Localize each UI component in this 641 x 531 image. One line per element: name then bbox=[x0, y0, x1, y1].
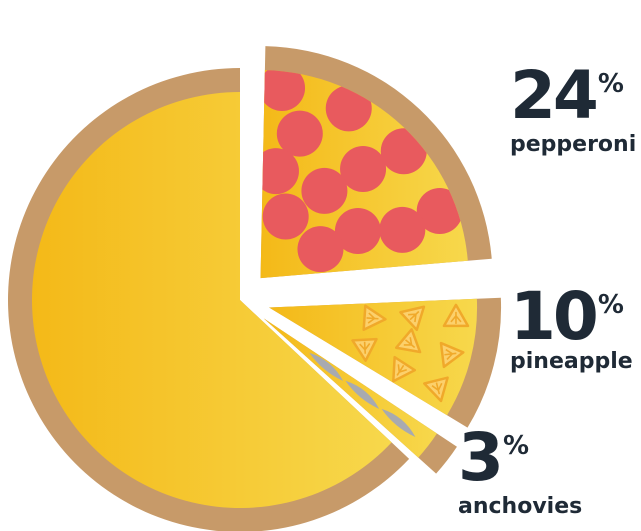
value-pineapple: 10 bbox=[510, 278, 599, 355]
pineapple-mark bbox=[362, 304, 387, 331]
pineapple-mark bbox=[423, 376, 449, 403]
value-anchovies: 3 bbox=[458, 419, 504, 496]
pepperoni-mark bbox=[334, 208, 381, 255]
pineapple-mark bbox=[351, 337, 378, 362]
pepperoni-mark bbox=[297, 226, 344, 273]
pineapple-mark bbox=[399, 305, 426, 332]
value-pepperoni: 24 bbox=[510, 57, 599, 134]
pepperoni-mark bbox=[325, 85, 372, 132]
pepperoni-mark bbox=[340, 145, 387, 192]
pepperoni-mark bbox=[301, 167, 348, 214]
pepperoni-mark bbox=[262, 193, 309, 240]
slice-anchovies bbox=[263, 318, 457, 474]
pineapple-mark bbox=[439, 341, 465, 369]
slice-pineapple bbox=[269, 297, 502, 428]
cheese bbox=[263, 318, 437, 458]
stat-anchovies: 3% anchovies bbox=[458, 425, 582, 519]
cheese bbox=[269, 298, 478, 416]
stat-pineapple: 10% pineapple bbox=[510, 284, 633, 374]
pepperoni-mark bbox=[276, 110, 323, 157]
anchovy-mark bbox=[309, 352, 344, 381]
label-anchovies: anchovies bbox=[458, 494, 583, 519]
anchovies-toppings bbox=[309, 352, 416, 438]
anchovy-mark bbox=[345, 380, 380, 409]
pepperoni-mark bbox=[379, 206, 426, 253]
cheese bbox=[32, 92, 392, 508]
pepperoni-mark bbox=[260, 148, 299, 195]
label-pineapple: pineapple bbox=[510, 349, 633, 374]
percent-sign: % bbox=[502, 431, 529, 461]
pepperoni-mark bbox=[416, 187, 463, 234]
pepperoni-mark bbox=[260, 70, 306, 111]
slice-pepperoni bbox=[260, 46, 492, 279]
percent-sign: % bbox=[597, 69, 624, 99]
label-pepperoni: pepperoni bbox=[510, 132, 637, 157]
pepperoni-toppings bbox=[260, 70, 463, 273]
anchovy-mark bbox=[381, 408, 416, 438]
pineapple-mark bbox=[392, 355, 417, 383]
pineapple-toppings bbox=[351, 303, 470, 403]
stat-pepperoni: 24% pepperoni bbox=[510, 63, 636, 157]
pineapple-mark bbox=[442, 303, 470, 328]
percent-sign: % bbox=[597, 290, 624, 320]
pineapple-mark bbox=[394, 328, 422, 354]
slice-cheese bbox=[8, 68, 410, 531]
pepperoni-mark bbox=[380, 128, 427, 175]
